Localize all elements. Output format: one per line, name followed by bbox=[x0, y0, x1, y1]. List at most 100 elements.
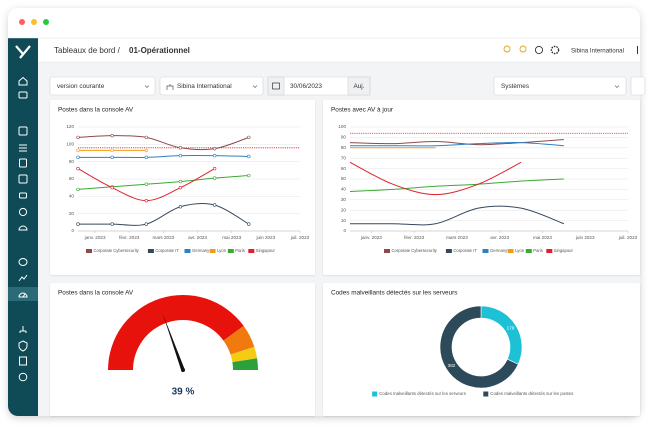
chevron bbox=[144, 85, 150, 88]
series-marker bbox=[247, 154, 251, 159]
chevron bbox=[614, 85, 620, 88]
series-marker bbox=[110, 133, 114, 138]
breadcrumb[interactable]: Tableaux de bord / bbox=[54, 46, 121, 55]
chevron bbox=[252, 85, 258, 88]
series-marker bbox=[76, 135, 80, 140]
x-tick-label: juil. 2023 bbox=[290, 235, 310, 240]
series-marker bbox=[212, 153, 217, 158]
y-tick-label: 40 bbox=[341, 187, 347, 192]
edit-button[interactable] bbox=[630, 76, 646, 96]
y-tick-label: 100 bbox=[338, 124, 346, 129]
series-marker bbox=[76, 155, 80, 160]
legend-label: Lyon bbox=[217, 248, 227, 253]
nav-check[interactable] bbox=[18, 126, 28, 136]
x-tick-label: avr. 2023 bbox=[490, 235, 509, 240]
nav-shield[interactable] bbox=[18, 340, 28, 352]
header-icons bbox=[503, 45, 527, 53]
nav-list[interactable] bbox=[19, 144, 27, 152]
y-tick-label: 0 bbox=[71, 228, 74, 233]
series-marker bbox=[212, 166, 217, 171]
series-marker bbox=[110, 148, 114, 153]
legend-swatch bbox=[227, 249, 234, 253]
entity-select[interactable] bbox=[159, 76, 264, 96]
series-marker bbox=[110, 155, 114, 160]
y-tick-label: 60 bbox=[69, 176, 75, 181]
version-select-value: version courante bbox=[57, 83, 105, 90]
series-marker bbox=[212, 203, 217, 207]
y-tick-label: 10 bbox=[341, 218, 347, 223]
x-tick-label: avr. 2023 bbox=[188, 235, 207, 240]
x-tick-label: mai 2023 bbox=[533, 235, 552, 240]
donut-value-label: 382 bbox=[448, 363, 456, 368]
nav-database[interactable] bbox=[18, 258, 28, 266]
y-tick-label: 70 bbox=[341, 155, 347, 160]
gauge-band bbox=[223, 325, 255, 355]
series-marker bbox=[110, 222, 114, 226]
legend-label: Paris bbox=[235, 248, 245, 253]
minimize-dot[interactable] bbox=[31, 19, 37, 25]
legend-label: Corporate IT bbox=[155, 248, 179, 253]
panel-title: Postes avec AV à jour bbox=[331, 107, 394, 114]
x-tick-label: juil. 2023 bbox=[618, 235, 638, 240]
maximize-dot[interactable] bbox=[43, 19, 49, 25]
nav-messages[interactable] bbox=[18, 91, 28, 99]
y-tick-label: 50 bbox=[341, 176, 347, 181]
logo[interactable] bbox=[15, 45, 31, 59]
nav-home[interactable] bbox=[18, 76, 28, 86]
close-dot[interactable] bbox=[19, 19, 25, 25]
series-marker bbox=[247, 222, 251, 226]
y-tick-label: 100 bbox=[66, 142, 74, 147]
nav-dashboard[interactable] bbox=[18, 292, 28, 298]
legend-swatch bbox=[507, 249, 514, 253]
x-tick-label: juin 2023 bbox=[575, 235, 595, 240]
bulb-icon-2[interactable] bbox=[519, 45, 527, 53]
legend-label: Corporate Cybersecurity bbox=[94, 248, 140, 253]
nav-report[interactable] bbox=[19, 356, 27, 366]
nav-clipboard[interactable] bbox=[19, 158, 27, 168]
entity-select-value: Sibina International bbox=[177, 83, 232, 90]
panel bbox=[50, 283, 315, 416]
legend-label: Lyon bbox=[515, 248, 525, 253]
organization-name[interactable]: Sibina International bbox=[571, 48, 624, 55]
gauge-needle bbox=[162, 313, 185, 371]
today-button[interactable] bbox=[347, 76, 371, 96]
legend-label: Corporate Cybersecurity bbox=[392, 248, 438, 253]
gauge-pivot bbox=[181, 368, 185, 372]
series-line bbox=[350, 142, 564, 147]
nav-trends[interactable] bbox=[18, 274, 28, 282]
panel-title: Postes dans la console AV bbox=[58, 290, 134, 297]
series-marker bbox=[144, 198, 149, 203]
sidebar-icons-lower bbox=[18, 292, 28, 382]
settings-icon[interactable] bbox=[550, 45, 560, 55]
series-marker bbox=[76, 187, 80, 192]
x-tick-label: févr. 2023 bbox=[404, 235, 425, 240]
y-tick-label: 40 bbox=[69, 194, 75, 199]
legend-swatch bbox=[546, 249, 553, 253]
series-marker bbox=[144, 182, 149, 186]
sidebar-icons bbox=[15, 45, 31, 282]
gauge-value-label: 39 % bbox=[172, 387, 195, 398]
y-tick-label: 20 bbox=[69, 211, 75, 216]
sidebar bbox=[8, 38, 38, 416]
nav-lock[interactable] bbox=[19, 192, 27, 199]
legend-swatch bbox=[525, 249, 532, 253]
series-marker bbox=[178, 185, 183, 190]
nav-globe[interactable] bbox=[18, 372, 28, 382]
series-marker bbox=[144, 148, 149, 153]
series-marker bbox=[144, 135, 149, 140]
scope-select[interactable] bbox=[493, 76, 627, 96]
nav-org[interactable] bbox=[19, 326, 27, 333]
nav-settings[interactable] bbox=[18, 207, 28, 217]
nav-helmet[interactable] bbox=[18, 225, 28, 231]
y-tick-label: 60 bbox=[341, 166, 347, 171]
today-button-label: Auj. bbox=[353, 83, 364, 90]
version-select[interactable] bbox=[49, 76, 156, 96]
bulb-icon[interactable] bbox=[503, 45, 511, 53]
series-marker bbox=[178, 146, 183, 150]
series-marker bbox=[76, 222, 80, 226]
nav-book[interactable] bbox=[18, 174, 28, 184]
help-icon[interactable] bbox=[534, 45, 544, 55]
gauge-band bbox=[230, 346, 258, 363]
legend-label: Singapour bbox=[554, 248, 574, 253]
